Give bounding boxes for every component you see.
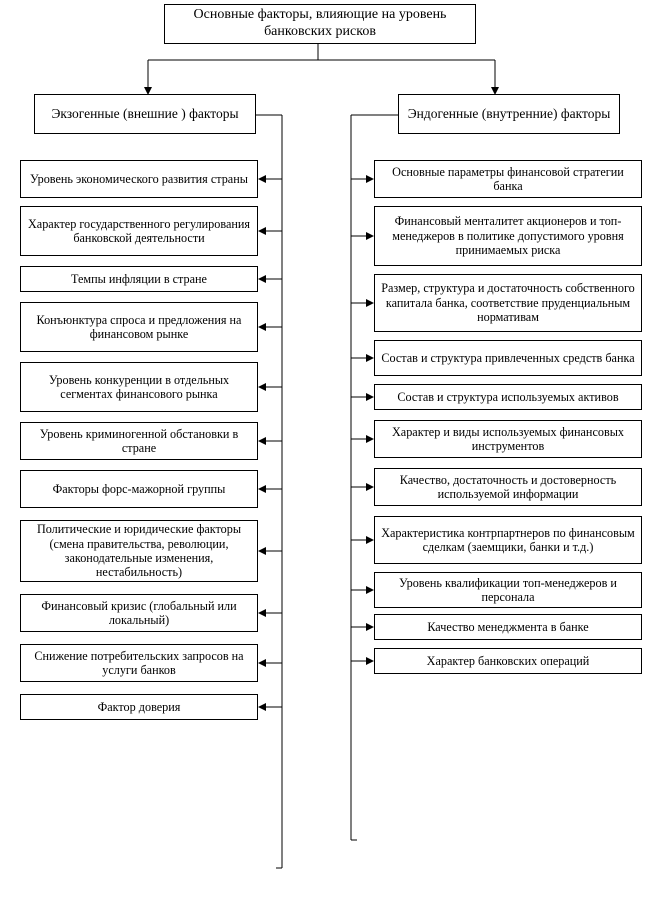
- left-leaf: Финансовый кризис (глобальный или локаль…: [20, 594, 258, 632]
- branch-right: Эндогенные (внутренние) факторы: [398, 94, 620, 134]
- left-leaf: Уровень конкуренции в отдельных сегмента…: [20, 362, 258, 412]
- right-leaf: Уровень квалификации топ-менеджеров и пе…: [374, 572, 642, 608]
- left-leaf: Уровень экономического развития страны: [20, 160, 258, 198]
- left-leaf: Снижение потребительских запросов на усл…: [20, 644, 258, 682]
- right-leaf: Характер банковских операций: [374, 648, 642, 674]
- left-leaf: Факторы форс-мажорной группы: [20, 470, 258, 508]
- right-leaf: Финансовый менталитет акционеров и топ-м…: [374, 206, 642, 266]
- left-leaf: Уровень криминогенной обстановки в стран…: [20, 422, 258, 460]
- root-node: Основные факторы, влияющие на уровень ба…: [164, 4, 476, 44]
- right-leaf: Характеристика контрпартнеров по финансо…: [374, 516, 642, 564]
- right-leaf: Состав и структура привлеченных средств …: [374, 340, 642, 376]
- left-leaf: Характер государственного регулирования …: [20, 206, 258, 256]
- left-leaf: Конъюнктура спроса и предложения на фина…: [20, 302, 258, 352]
- left-leaf: Фактор доверия: [20, 694, 258, 720]
- left-leaf: Темпы инфляции в стране: [20, 266, 258, 292]
- left-leaf: Политические и юридические факторы (смен…: [20, 520, 258, 582]
- right-leaf: Качество, достаточность и достоверность …: [374, 468, 642, 506]
- right-leaf: Характер и виды используемых финансовых …: [374, 420, 642, 458]
- right-leaf: Основные параметры финансовой стратегии …: [374, 160, 642, 198]
- right-leaf: Размер, структура и достаточность собств…: [374, 274, 642, 332]
- right-leaf: Качество менеджмента в банке: [374, 614, 642, 640]
- branch-left: Экзогенные (внешние ) факторы: [34, 94, 256, 134]
- right-leaf: Состав и структура используемых активов: [374, 384, 642, 410]
